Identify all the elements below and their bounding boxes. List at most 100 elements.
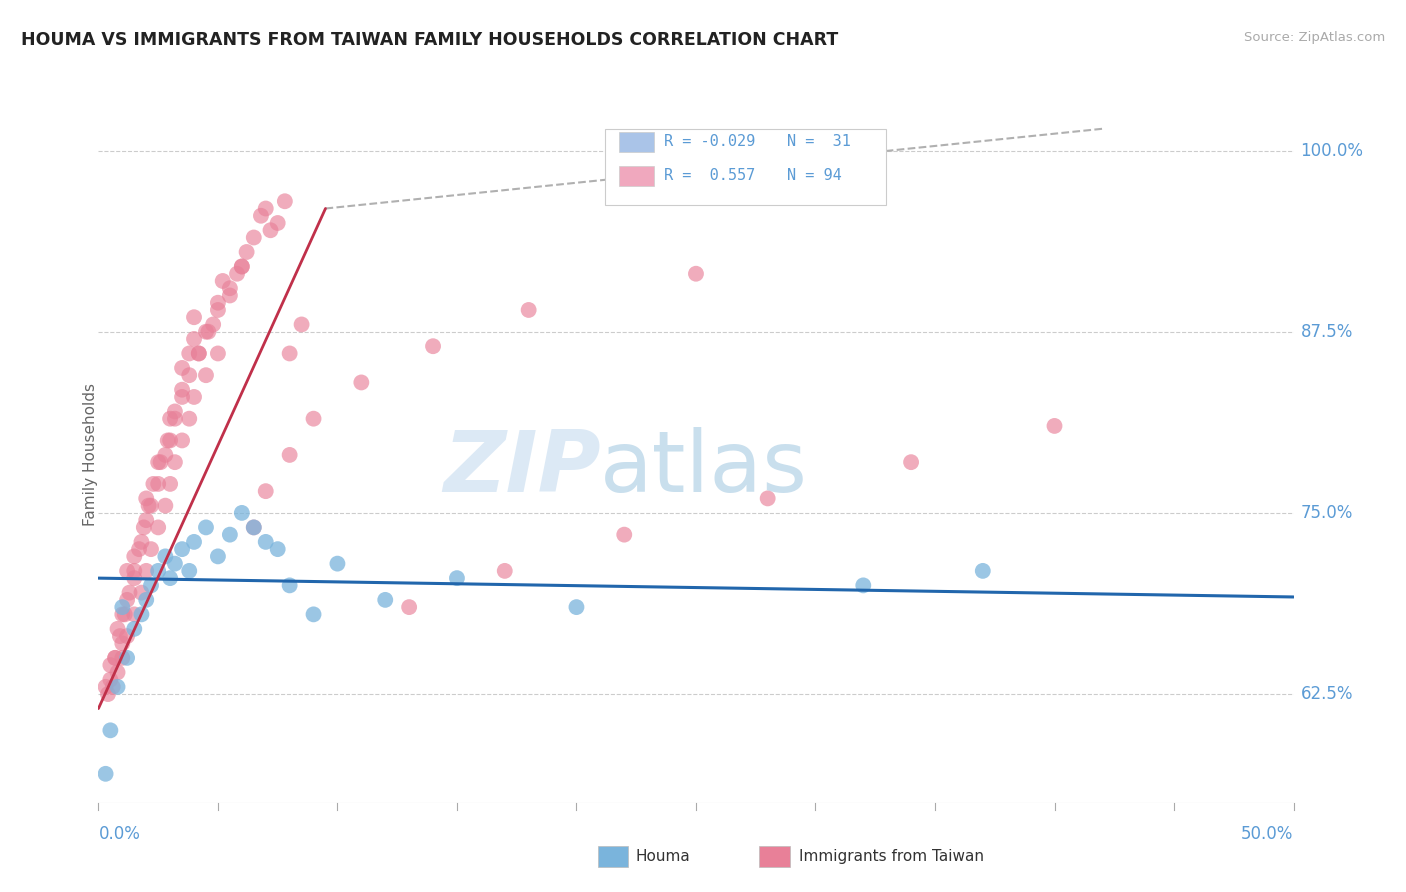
Point [231,506,253,520]
Point [142,476,165,491]
Point [187,346,209,360]
Point [124,564,146,578]
Point [685,267,707,281]
Point [278,448,301,462]
Point [211,274,233,288]
Point [207,303,229,318]
Point [254,202,277,216]
Point [326,557,349,571]
Point [135,564,157,578]
Point [124,571,146,585]
Point [302,411,325,425]
Point [172,360,194,375]
Point [138,499,160,513]
Point [163,404,186,418]
Point [139,499,162,513]
Point [202,318,225,332]
Point [242,520,264,534]
Point [124,622,146,636]
Point [148,564,170,578]
Point [219,288,242,302]
Point [111,650,134,665]
Point [565,600,588,615]
Point [207,549,229,564]
Text: N =  31: N = 31 [787,135,851,149]
Point [98,658,122,673]
Point [350,376,373,390]
Point [194,325,217,339]
Point [422,339,444,353]
Point [179,564,201,578]
Point [128,542,150,557]
Point [135,491,157,506]
Point [172,383,194,397]
Point [94,766,117,781]
Point [94,680,117,694]
Point [226,267,249,281]
Point [242,230,264,244]
Text: HOUMA VS IMMIGRANTS FROM TAIWAN FAMILY HOUSEHOLDS CORRELATION CHART: HOUMA VS IMMIGRANTS FROM TAIWAN FAMILY H… [21,31,838,49]
Point [259,223,281,237]
Point [139,542,162,557]
Point [131,585,153,599]
Point [290,318,312,332]
Point [183,390,205,404]
Point [156,434,179,448]
Text: 75.0%: 75.0% [1301,504,1353,522]
Point [179,411,201,425]
Point [111,636,134,650]
Point [98,673,122,687]
Point [159,434,181,448]
Point [250,209,273,223]
Point [115,564,138,578]
Point [494,564,516,578]
Y-axis label: Family Households: Family Households [83,384,97,526]
Point [104,650,127,665]
Text: atlas: atlas [600,427,808,510]
Point [274,194,297,209]
Point [97,687,120,701]
Point [231,260,253,274]
Point [756,491,779,506]
Point [172,542,194,557]
Point [1043,418,1066,433]
Point [267,542,290,557]
Point [235,244,257,259]
Point [159,571,181,585]
Text: Houma: Houma [636,849,690,863]
Point [852,578,875,592]
Point [115,650,138,665]
Point [124,549,146,564]
Point [179,368,201,383]
Point [267,216,290,230]
Point [972,564,994,578]
Text: 0.0%: 0.0% [98,825,141,843]
Point [131,607,153,622]
Point [149,455,172,469]
Point [163,455,186,469]
Point [172,434,194,448]
Point [374,592,396,607]
Point [302,607,325,622]
Text: Source: ZipAtlas.com: Source: ZipAtlas.com [1244,31,1385,45]
Point [207,295,229,310]
Point [118,585,141,599]
Point [108,629,131,643]
Point [207,346,229,360]
Text: 62.5%: 62.5% [1301,685,1353,703]
Text: N = 94: N = 94 [787,169,842,183]
Point [104,650,127,665]
Point [155,499,177,513]
Point [183,332,205,346]
Point [111,600,134,615]
Point [155,549,177,564]
Point [107,665,129,680]
Point [219,281,242,295]
Point [101,680,124,694]
Point [115,592,138,607]
Point [254,484,277,499]
Point [242,520,264,534]
Point [194,368,217,383]
Text: R = -0.029: R = -0.029 [664,135,755,149]
Point [159,476,181,491]
